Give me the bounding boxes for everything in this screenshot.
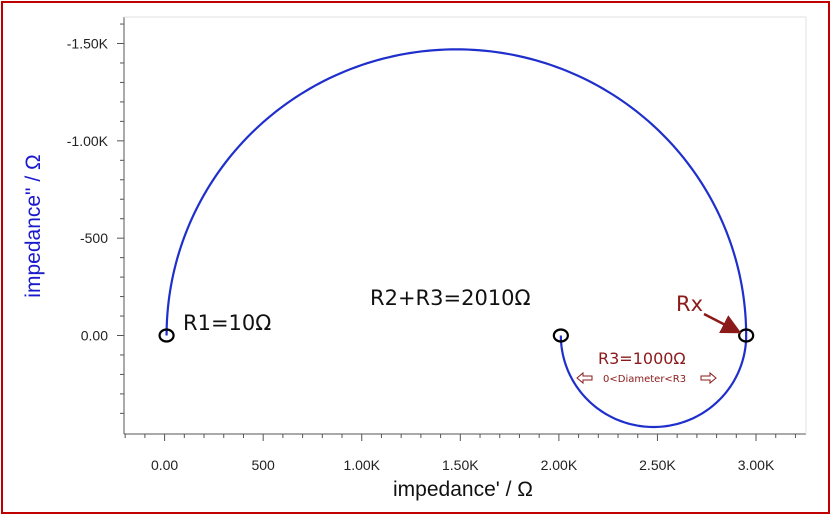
x-axis-title: impedance' / Ω bbox=[393, 478, 533, 501]
x-tick-label: 500 bbox=[251, 457, 275, 473]
data-marker bbox=[158, 328, 175, 343]
annotation-r1: R1=10Ω bbox=[183, 311, 271, 335]
annotation-diameter: 0<Diameter<R3 bbox=[603, 374, 686, 385]
x-tick-label: 1.50K bbox=[442, 457, 479, 473]
x-tick-labels: 0.00 500 1.00K 1.50K 2.00K 2.50K 3.00K bbox=[151, 457, 775, 473]
data-marker bbox=[738, 328, 755, 343]
x-tick-label: 1.00K bbox=[343, 457, 380, 473]
x-tick-label: 2.00K bbox=[541, 457, 578, 473]
annotation-rx: Rx bbox=[676, 292, 703, 316]
y-tick-label: -1.00K bbox=[67, 133, 109, 149]
y-tick-labels: -1.50K -1.00K -500 0.00 bbox=[67, 36, 109, 344]
series-large-semicircle bbox=[165, 48, 748, 336]
y-tick-label: -1.50K bbox=[67, 36, 109, 52]
rx-arrow bbox=[703, 312, 742, 334]
y-tick-label: -500 bbox=[80, 230, 108, 246]
left-hollow-arrow-icon bbox=[576, 371, 593, 385]
series-small-semicircle bbox=[559, 335, 748, 429]
diameter-note: 0<Diameter<R3 bbox=[576, 371, 717, 385]
x-tick-label: 2.50K bbox=[639, 457, 676, 473]
annotation-r2-r3: R2+R3=2010Ω bbox=[370, 286, 531, 310]
data-markers bbox=[158, 328, 755, 343]
y-tick-label: 0.00 bbox=[81, 328, 108, 344]
data-marker bbox=[552, 328, 569, 343]
x-tick-label: 0.00 bbox=[151, 457, 178, 473]
annotation-r3: R3=1000Ω bbox=[598, 349, 686, 368]
y-axis-title: impedance" / Ω bbox=[22, 154, 45, 297]
right-hollow-arrow-icon bbox=[700, 371, 717, 385]
x-tick-label: 3.00K bbox=[738, 457, 775, 473]
axis-ticks bbox=[117, 23, 796, 441]
